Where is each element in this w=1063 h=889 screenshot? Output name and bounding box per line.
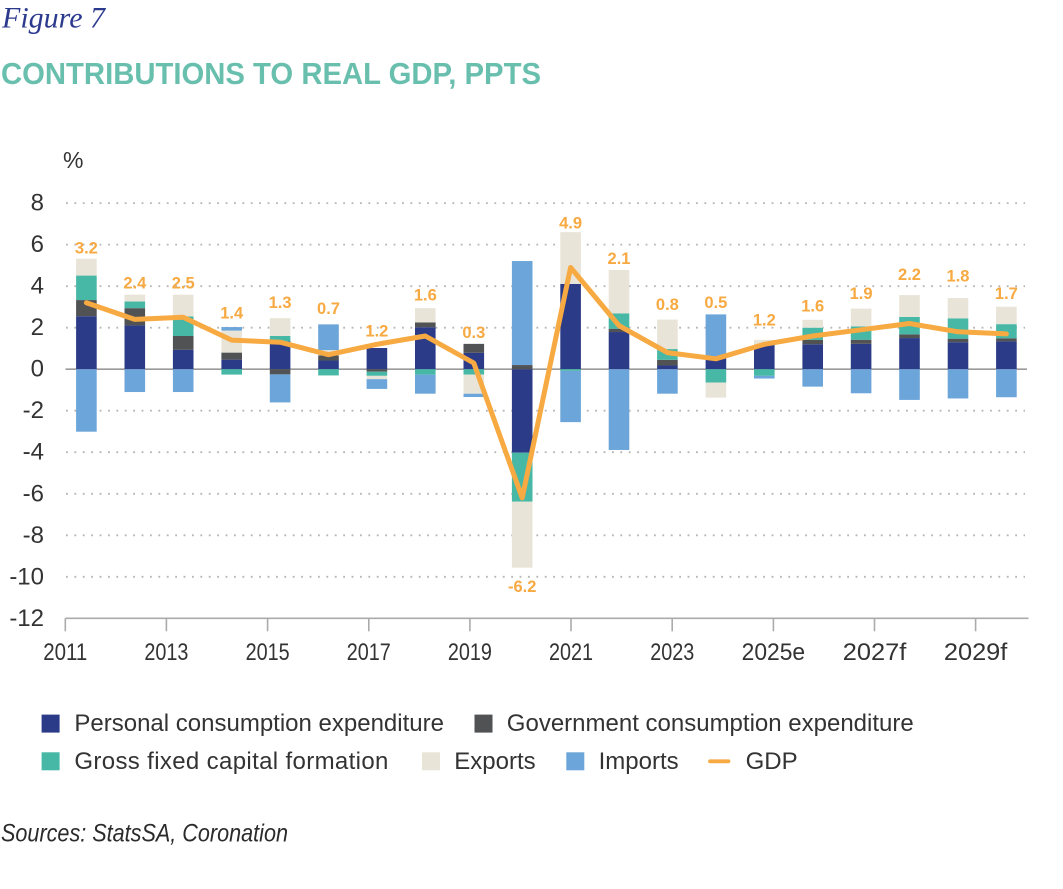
svg-text:2.4: 2.4	[123, 275, 147, 293]
svg-text:-8: -8	[23, 522, 44, 549]
svg-text:2.5: 2.5	[172, 275, 195, 293]
svg-text:2015: 2015	[246, 639, 290, 666]
svg-text:-4: -4	[23, 439, 44, 466]
svg-text:2027f: 2027f	[843, 639, 907, 666]
svg-text:2013: 2013	[144, 639, 188, 666]
svg-text:0.3: 0.3	[462, 324, 485, 342]
svg-text:1.9: 1.9	[850, 285, 873, 303]
svg-text:8: 8	[31, 190, 44, 217]
svg-text:4.9: 4.9	[559, 215, 582, 233]
svg-text:-12: -12	[9, 605, 44, 632]
svg-text:1.2: 1.2	[365, 322, 388, 340]
svg-text:-6.2: -6.2	[508, 578, 536, 596]
svg-text:1.4: 1.4	[220, 305, 244, 323]
svg-text:Exports: Exports	[454, 748, 535, 775]
svg-text:-2: -2	[23, 397, 44, 424]
svg-text:0.8: 0.8	[656, 296, 679, 314]
svg-text:6: 6	[31, 231, 44, 258]
svg-text:0.5: 0.5	[704, 294, 727, 312]
svg-text:2.2: 2.2	[898, 266, 921, 284]
svg-text:2.1: 2.1	[608, 250, 631, 268]
svg-text:2019: 2019	[448, 639, 492, 666]
svg-text:0: 0	[31, 356, 44, 383]
svg-text:2023: 2023	[650, 639, 694, 666]
svg-text:Gross fixed capital formation: Gross fixed capital formation	[74, 748, 388, 775]
svg-text:1.8: 1.8	[947, 268, 970, 286]
svg-text:1.7: 1.7	[995, 285, 1018, 303]
svg-text:GDP: GDP	[746, 748, 798, 775]
svg-text:1.2: 1.2	[753, 312, 776, 330]
svg-text:3.2: 3.2	[75, 239, 98, 257]
svg-text:4: 4	[31, 273, 44, 300]
svg-text:0.7: 0.7	[317, 300, 340, 318]
svg-text:Sources: StatsSA, Coronation: Sources: StatsSA, Coronation	[1, 820, 288, 848]
svg-text:2011: 2011	[43, 639, 87, 666]
svg-text:%: %	[63, 147, 83, 173]
svg-text:Imports: Imports	[599, 748, 679, 775]
svg-text:Government consumption expendi: Government consumption expenditure	[507, 710, 914, 737]
svg-text:2021: 2021	[549, 639, 593, 666]
svg-text:2025e: 2025e	[742, 639, 806, 666]
svg-text:-10: -10	[9, 563, 44, 590]
svg-text:2029f: 2029f	[944, 639, 1008, 666]
svg-text:Personal consumption expenditu: Personal consumption expenditure	[74, 710, 444, 737]
svg-text:2017: 2017	[347, 639, 391, 666]
svg-text:1.6: 1.6	[414, 287, 437, 305]
svg-text:2: 2	[31, 314, 44, 341]
svg-text:-6: -6	[23, 480, 44, 507]
svg-text:CONTRIBUTIONS TO REAL GDP, PPT: CONTRIBUTIONS TO REAL GDP, PPTS	[1, 57, 541, 91]
svg-text:1.6: 1.6	[801, 297, 824, 315]
svg-text:1.3: 1.3	[269, 294, 292, 312]
svg-text:Figure 7: Figure 7	[1, 2, 107, 35]
